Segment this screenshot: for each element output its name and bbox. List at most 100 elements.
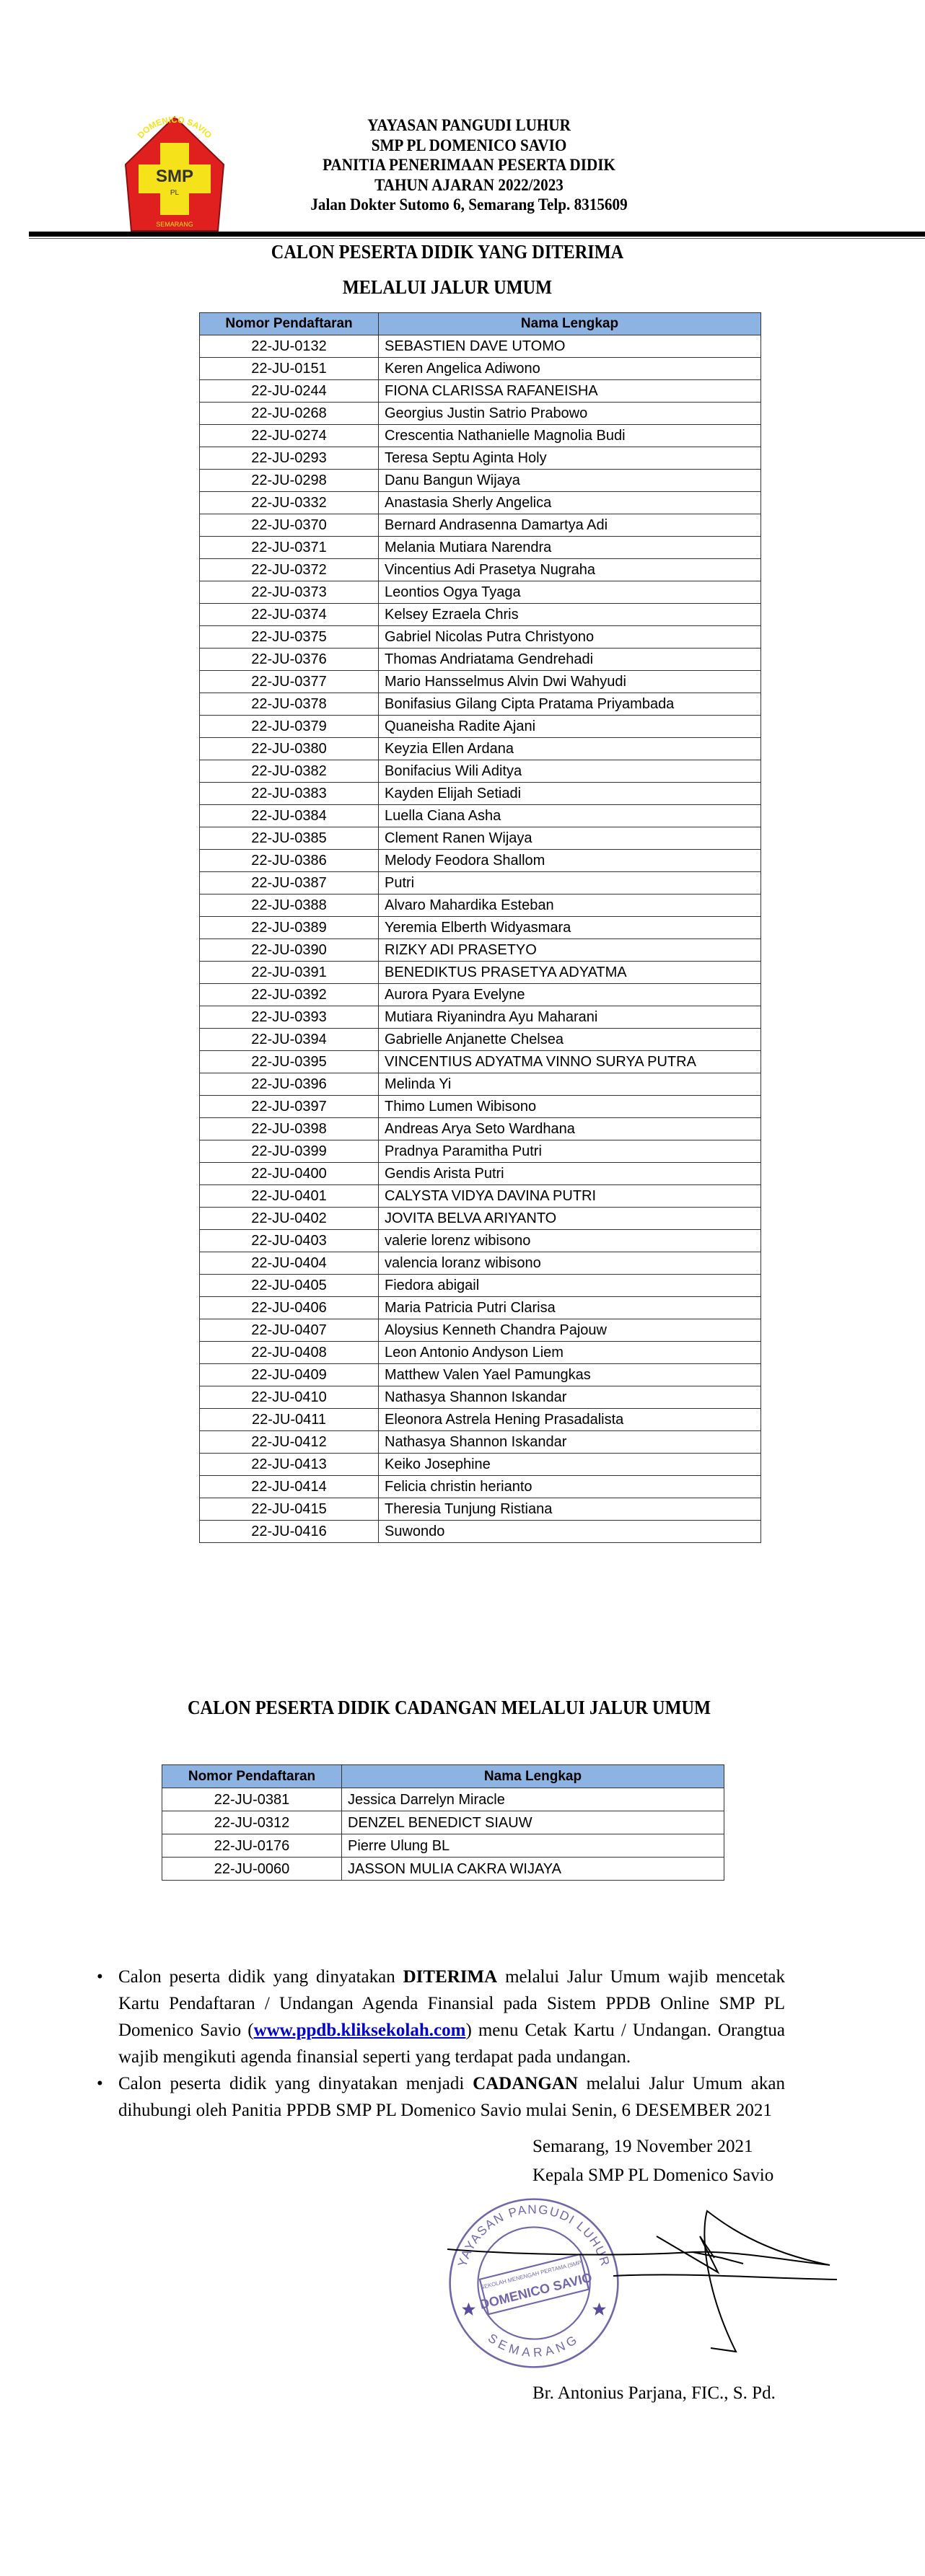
table-row: 22-JU-0401 CALYSTA VIDYA DAVINA PUTRI <box>199 1184 761 1208</box>
full-name: valencia loranz wibisono <box>378 1252 761 1275</box>
registration-number: 22-JU-0399 <box>199 1140 379 1163</box>
column-header-number: Nomor Pendaftaran <box>162 1764 342 1788</box>
registration-number: 22-JU-0408 <box>199 1341 379 1364</box>
registration-number: 22-JU-0414 <box>199 1475 379 1498</box>
registration-number: 22-JU-0387 <box>199 871 379 894</box>
full-name: Suwondo <box>378 1520 761 1543</box>
school-name: SMP PL DOMENICO SAVIO <box>371 136 567 154</box>
table-row: 22-JU-0392 Aurora Pyara Evelyne <box>199 983 761 1006</box>
full-name: Theresia Tunjung Ristiana <box>378 1498 761 1521</box>
table-row: 22-JU-0414 Felicia christin herianto <box>199 1475 761 1498</box>
registration-number: 22-JU-0386 <box>199 849 379 872</box>
full-name: Danu Bangun Wijaya <box>378 469 761 492</box>
table-row: 22-JU-0413 Keiko Josephine <box>199 1453 761 1476</box>
registration-number: 22-JU-0379 <box>199 715 379 738</box>
full-name: Aloysius Kenneth Chandra Pajouw <box>378 1319 761 1342</box>
note-emphasis: DITERIMA <box>403 1967 498 1987</box>
table-row: 22-JU-0387 Putri <box>199 871 761 894</box>
full-name: Bernard Andrasenna Damartya Adi <box>378 514 761 537</box>
table-row: 22-JU-0385 Clement Ranen Wijaya <box>199 827 761 850</box>
footer-section: • Calon peserta didik yang dinyatakan DIT… <box>92 1964 837 2404</box>
reserve-title: CALON PESERTA DIDIK CADANGAN MELALUI JAL… <box>187 1697 711 1718</box>
full-name: JOVITA BELVA ARIYANTO <box>378 1207 761 1230</box>
registration-number: 22-JU-0397 <box>199 1095 379 1118</box>
letterhead-divider <box>29 232 925 237</box>
table-row: 22-JU-0293 Teresa Septu Aginta Holy <box>199 447 761 470</box>
table-row: 22-JU-0386 Melody Feodora Shallom <box>199 849 761 872</box>
registration-number: 22-JU-0151 <box>199 357 379 380</box>
registration-number: 22-JU-0176 <box>162 1834 342 1858</box>
registration-number: 22-JU-0385 <box>199 827 379 850</box>
table-row: 22-JU-0377 Mario Hansselmus Alvin Dwi Wah… <box>199 670 761 693</box>
table-row: 22-JU-0400 Gendis Arista Putri <box>199 1162 761 1185</box>
full-name: Nathasya Shannon Iskandar <box>378 1386 761 1409</box>
table-row: 22-JU-0402 JOVITA BELVA ARIYANTO <box>199 1207 761 1230</box>
full-name: Yeremia Elberth Widyasmara <box>378 916 761 939</box>
registration-number: 22-JU-0413 <box>199 1453 379 1476</box>
registration-number: 22-JU-0374 <box>199 603 379 626</box>
registration-number: 22-JU-0411 <box>199 1408 379 1431</box>
registration-number: 22-JU-0415 <box>199 1498 379 1521</box>
registration-number: 22-JU-0405 <box>199 1274 379 1297</box>
table-row: 22-JU-0060 JASSON MULIA CAKRA WIJAYA <box>162 1857 724 1881</box>
full-name: Pradnya Paramitha Putri <box>378 1140 761 1163</box>
handwritten-signature <box>447 2210 837 2353</box>
note-text: melalui Jalur Umum wajib mencetak Kartu … <box>118 1967 785 2040</box>
registration-number: 22-JU-0416 <box>199 1520 379 1543</box>
table-row: 22-JU-0382 Bonifacius Wili Aditya <box>199 760 761 783</box>
registration-number: 22-JU-0293 <box>199 447 379 470</box>
registration-number: 22-JU-0332 <box>199 491 379 514</box>
full-name: Maria Patricia Putri Clarisa <box>378 1296 761 1319</box>
table-row: 22-JU-0332 Anastasia Sherly Angelica <box>199 491 761 514</box>
registration-number: 22-JU-0412 <box>199 1430 379 1454</box>
full-name: Keyzia Ellen Ardana <box>378 737 761 760</box>
note-text: melalui Jalur Umum akan dihubungi oleh P… <box>118 2074 786 2120</box>
logo-sub-text: PL <box>170 189 180 197</box>
full-name: Clement Ranen Wijaya <box>378 827 761 850</box>
registration-number: 22-JU-0398 <box>199 1117 379 1140</box>
registration-number: 22-JU-0406 <box>199 1296 379 1319</box>
full-name: CALYSTA VIDYA DAVINA PUTRI <box>378 1184 761 1208</box>
stamp-and-signature: SEKOLAH MENENGAH PERTAMA (SMP) DOMENICO … <box>92 2193 837 2379</box>
full-name: Georgius Justin Satrio Prabowo <box>378 402 761 425</box>
registration-number: 22-JU-0244 <box>199 379 379 403</box>
registration-number: 22-JU-0381 <box>162 1788 342 1811</box>
letterhead-divider-thin <box>29 238 925 239</box>
note-accepted: • Calon peserta didik yang dinyatakan DIT… <box>97 1964 785 2070</box>
registration-number: 22-JU-0400 <box>199 1162 379 1185</box>
table-row: 22-JU-0398 Andreas Arya Seto Wardhana <box>199 1117 761 1140</box>
full-name: Gabrielle Anjanette Chelsea <box>378 1028 761 1051</box>
table-row: 22-JU-0391 BENEDIKTUS PRASETYA ADYATMA <box>199 961 761 984</box>
full-name: BENEDIKTUS PRASETYA ADYATMA <box>378 961 761 984</box>
ppdb-link[interactable]: www.ppdb.kliksekolah.com <box>253 2021 466 2040</box>
table-row: 22-JU-0375 Gabriel Nicolas Putra Christyo… <box>199 625 761 649</box>
table-row: 22-JU-0376 Thomas Andriatama Gendrehadi <box>199 648 761 671</box>
full-name: Vincentius Adi Prasetya Nugraha <box>378 558 761 581</box>
full-name: VINCENTIUS ADYATMA VINNO SURYA PUTRA <box>378 1050 761 1073</box>
committee-name: PANITIA PENERIMAAN PESERTA DIDIK <box>323 156 615 174</box>
full-name: FIONA CLARISSA RAFANEISHA <box>378 379 761 403</box>
table-row: 22-JU-0371 Melania Mutiara Narendra <box>199 536 761 559</box>
table-row: 22-JU-0408 Leon Antonio Andyson Liem <box>199 1341 761 1364</box>
registration-number: 22-JU-0060 <box>162 1857 342 1881</box>
note-text: Calon peserta didik yang dinyatakan <box>118 1967 403 1987</box>
table-row: 22-JU-0390 RIZKY ADI PRASETYO <box>199 938 761 962</box>
foundation-name: YAYASAN PANGUDI LUHUR <box>367 116 571 134</box>
letterhead: YAYASAN PANGUDI LUHUR SMP PL DOMENICO SA… <box>257 115 682 215</box>
registration-number: 22-JU-0402 <box>199 1207 379 1230</box>
star-icon <box>462 2302 475 2316</box>
full-name: Pierre Ulung BL <box>341 1834 724 1858</box>
registration-number: 22-JU-0407 <box>199 1319 379 1342</box>
place-date: Semarang, 19 November 2021 <box>532 2137 753 2156</box>
full-name: Melania Mutiara Narendra <box>378 536 761 559</box>
registration-number: 22-JU-0375 <box>199 625 379 649</box>
registration-number: 22-JU-0372 <box>199 558 379 581</box>
table-row: 22-JU-0379 Quaneisha Radite Ajani <box>199 715 761 738</box>
registration-number: 22-JU-0383 <box>199 782 379 805</box>
logo-bottom-text: SEMARANG <box>156 221 193 228</box>
table-row: 22-JU-0374 Kelsey Ezraela Chris <box>199 603 761 626</box>
table-row: 22-JU-0415 Theresia Tunjung Ristiana <box>199 1498 761 1521</box>
table-row: 22-JU-0407 Aloysius Kenneth Chandra Pajou… <box>199 1319 761 1342</box>
full-name: Jessica Darrelyn Miracle <box>341 1788 724 1811</box>
registration-number: 22-JU-0274 <box>199 424 379 447</box>
